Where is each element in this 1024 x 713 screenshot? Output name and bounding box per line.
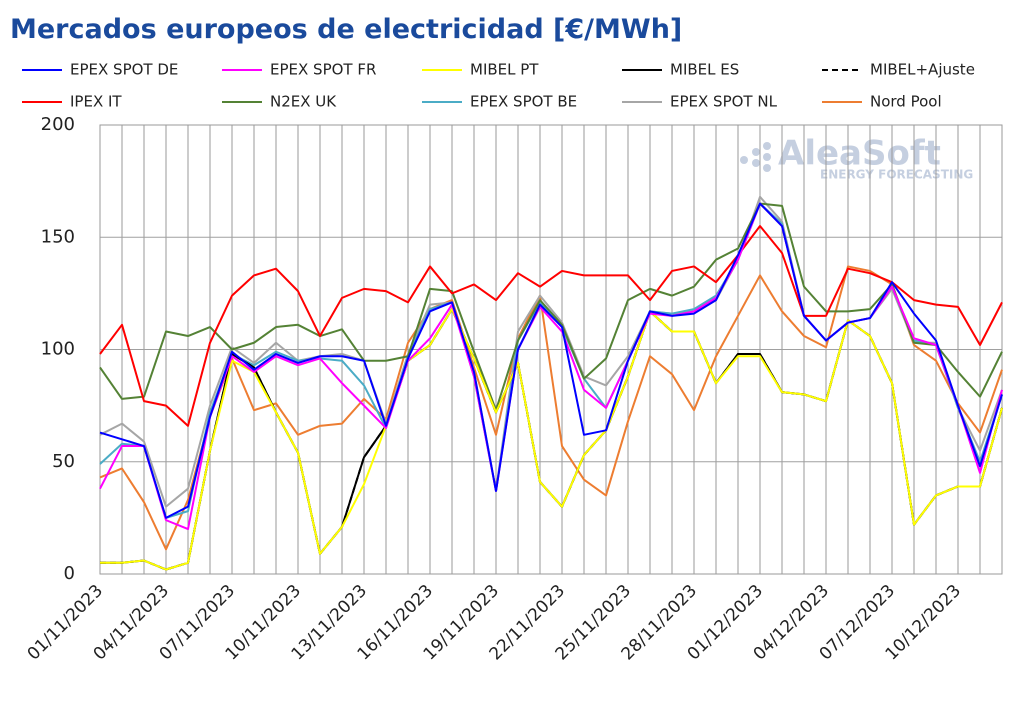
y-tick-label: 200: [41, 114, 75, 135]
logo: AleaSoft ENERGY FORECASTING: [740, 134, 973, 182]
legend-label: EPEX SPOT DE: [70, 61, 178, 79]
logo-tagline: ENERGY FORECASTING: [820, 168, 973, 182]
legend-item: IPEX IT: [22, 93, 122, 111]
series-line: [99, 202, 1003, 412]
logo-dot: [740, 156, 748, 164]
legend-label: N2EX UK: [270, 93, 337, 111]
series-line: [99, 202, 1003, 519]
legend-item: EPEX SPOT DE: [22, 61, 178, 79]
legend-item: MIBEL PT: [422, 61, 539, 79]
series-line: [99, 265, 1003, 551]
legend-label: EPEX SPOT NL: [670, 93, 778, 111]
legend-label: MIBEL+Ajuste: [870, 61, 975, 79]
legend-item: Nord Pool: [822, 93, 942, 111]
logo-dot: [763, 142, 771, 150]
legend-item: MIBEL ES: [622, 61, 739, 79]
legend-label: Nord Pool: [870, 93, 942, 111]
series-line: [99, 225, 1003, 427]
legend-item: MIBEL+Ajuste: [822, 61, 975, 79]
legend-label: MIBEL ES: [670, 61, 739, 79]
legend-label: EPEX SPOT BE: [470, 93, 577, 111]
legend-label: MIBEL PT: [470, 61, 539, 79]
legend-label: IPEX IT: [70, 93, 122, 111]
legend-item: EPEX SPOT NL: [622, 93, 778, 111]
series-line: [99, 202, 1003, 519]
legend-item: EPEX SPOT FR: [222, 61, 376, 79]
logo-dot: [752, 148, 760, 156]
y-tick-label: 50: [52, 451, 75, 472]
legend-item: EPEX SPOT BE: [422, 93, 577, 111]
logo-dot: [763, 164, 771, 172]
chart-title: Mercados europeos de electricidad [€/MWh…: [10, 14, 682, 45]
y-tick-label: 0: [64, 563, 75, 584]
y-tick-label: 150: [41, 226, 75, 247]
legend-item: N2EX UK: [222, 93, 337, 111]
logo-dot: [763, 153, 771, 161]
plot-border: [99, 124, 1003, 575]
legend-label: EPEX SPOT FR: [270, 61, 376, 79]
series-line: [99, 195, 1003, 508]
y-tick-label: 100: [41, 339, 75, 360]
logo-dot: [752, 159, 760, 167]
